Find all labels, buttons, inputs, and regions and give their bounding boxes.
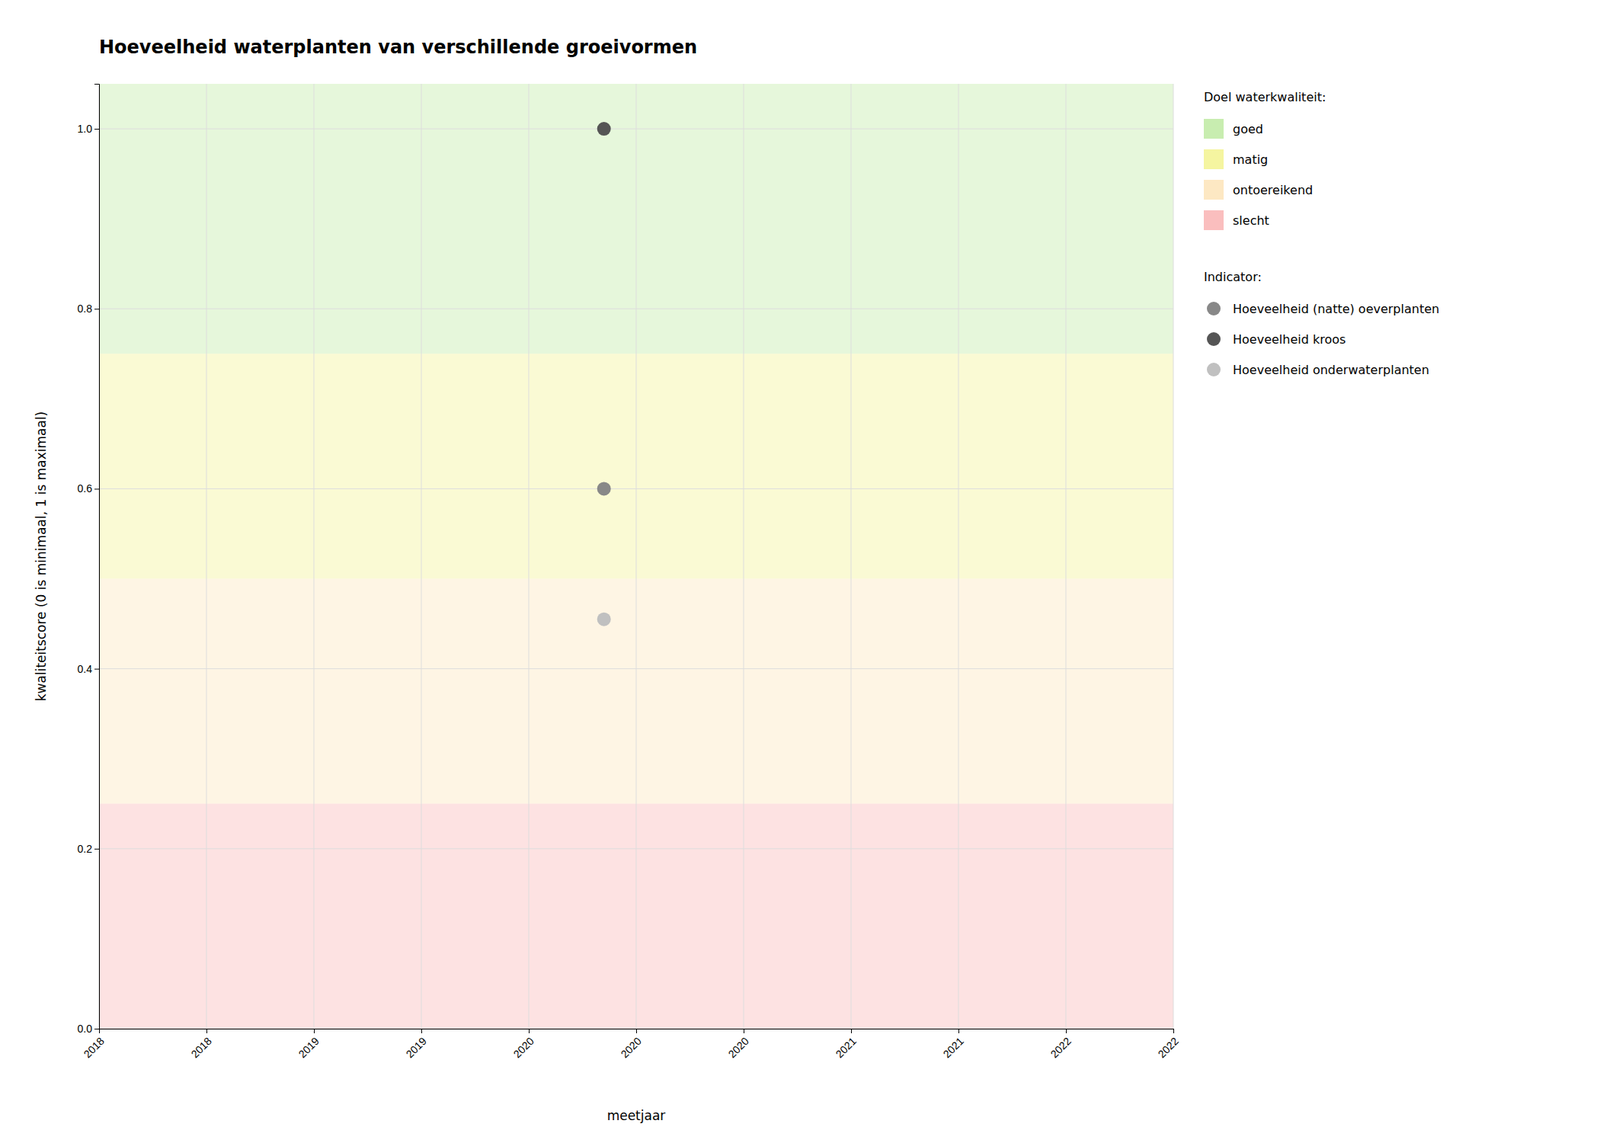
legend-swatch: [1203, 149, 1224, 170]
x-tick-mark: [1065, 1028, 1067, 1034]
x-axis-title: meetjaar: [607, 1107, 666, 1124]
x-tick: 2019: [403, 1028, 429, 1060]
x-tick-mark: [206, 1028, 208, 1034]
grid-line-y: [99, 128, 1174, 130]
chart-container: 2018 2018 2019 2019 2020 2020 2020 2021 2021 2022…: [0, 0, 1600, 1143]
y-tick-mark: [94, 1028, 100, 1030]
grid-line-y: [99, 848, 1174, 849]
y-tick-label: 0.2: [77, 842, 93, 855]
x-tick: 2018: [188, 1028, 215, 1060]
x-tick-label: 2020: [618, 1034, 644, 1060]
bands: [99, 83, 1174, 1029]
grid-line-x: [958, 83, 960, 1029]
x-tick-label: 2021: [833, 1034, 859, 1060]
y-axis-line: [94, 84, 100, 1030]
x-tick-label: 2020: [726, 1034, 752, 1060]
y-tick: 0.8: [77, 302, 100, 315]
grid-line-y: [99, 308, 1174, 310]
legend-marker: [1206, 332, 1221, 346]
y-axis: 0.0 0.2 0.4 0.6 0.8 1.0: [77, 84, 100, 1035]
grid-line-x: [851, 83, 852, 1029]
legend-marker: [1206, 362, 1221, 377]
y-tick: 0.0: [77, 1022, 100, 1035]
x-axis-line: [99, 1029, 1175, 1034]
x-tick: 2020: [511, 1028, 537, 1060]
x-tick-label: 2022: [1155, 1034, 1181, 1060]
grid-line-y: [99, 668, 1174, 669]
legend-label: Hoeveelheid kroos: [1232, 332, 1346, 347]
y-axis-title: kwaliteitscore (0 is minimaal, 1 is maxi…: [33, 411, 49, 701]
x-tick-mark: [313, 1028, 315, 1034]
legend-label: matig: [1232, 152, 1268, 167]
y-tick: 0.4: [77, 662, 100, 676]
grid-line-x: [1173, 83, 1175, 1029]
y-tick: 0.2: [77, 842, 100, 855]
legend-title: Doel waterkwaliteit:: [1203, 89, 1326, 105]
grid-line-y: [99, 488, 1174, 490]
legend-label: Hoeveelheid (natte) oeverplanten: [1232, 301, 1440, 317]
x-tick: 2022: [1048, 1028, 1074, 1060]
y-tick-mark: [94, 128, 100, 130]
x-tick-mark: [851, 1028, 852, 1034]
point: [597, 121, 612, 136]
x-tick-label: 2020: [511, 1034, 537, 1060]
x-tick-label: 2018: [81, 1034, 107, 1060]
grid-line-x: [421, 83, 423, 1029]
y-tick-label: 0.4: [77, 662, 93, 676]
x-tick: 2020: [618, 1028, 644, 1060]
x-tick-mark: [1173, 1028, 1175, 1034]
x-tick-mark: [421, 1028, 423, 1034]
x-tick-label: 2018: [188, 1034, 215, 1060]
x-tick-label: 2019: [403, 1034, 429, 1060]
x-tick-label: 2019: [296, 1034, 322, 1060]
grid-line-x: [206, 83, 208, 1029]
grid: [99, 83, 1174, 1029]
x-tick: 2021: [940, 1028, 967, 1060]
legend-label: ontoereikend: [1232, 182, 1313, 198]
legend-swatch: [1203, 179, 1224, 200]
legend-label: slecht: [1232, 213, 1270, 228]
y-tick-mark: [94, 848, 100, 850]
chart-svg: 2018 2018 2019 2019 2020 2020 2020 2021 2021 2022…: [0, 0, 1600, 1143]
y-tick-label: 0.0: [77, 1022, 93, 1035]
points: [597, 121, 612, 627]
y-tick-mark: [94, 668, 100, 670]
x-tick: 2020: [726, 1028, 752, 1060]
legend-swatch: [1203, 118, 1224, 139]
legend-marker: [1206, 301, 1221, 316]
x-tick-mark: [743, 1028, 745, 1034]
x-tick: 2022: [1155, 1028, 1181, 1060]
title: Hoeveelheid waterplanten van verschillen…: [99, 36, 698, 58]
grid-line-x: [636, 83, 637, 1029]
grid-line-x: [1065, 83, 1067, 1029]
legend-label: Hoeveelheid onderwaterplanten: [1232, 362, 1430, 378]
y-tick: 0.6: [77, 482, 100, 495]
x-tick-label: 2022: [1048, 1034, 1074, 1060]
grid-line-x: [313, 83, 315, 1029]
x-tick-mark: [958, 1028, 960, 1034]
legend-swatch: [1203, 210, 1224, 231]
y-tick-label: 1.0: [77, 122, 93, 135]
y-tick-label: 0.8: [77, 302, 93, 315]
x-tick: 2019: [296, 1028, 322, 1060]
legend-title: Indicator:: [1203, 269, 1262, 285]
grid-line-x: [528, 83, 530, 1029]
y-tick-mark: [94, 488, 100, 490]
x-tick-label: 2021: [940, 1034, 967, 1060]
y-tick: 1.0: [77, 122, 100, 135]
y-tick-mark: [94, 308, 100, 310]
point: [597, 612, 612, 627]
plot-area: 2018 2018 2019 2019 2020 2020 2020 2021 2021 2022…: [77, 83, 1182, 1060]
x-tick-mark: [636, 1028, 637, 1034]
grid-line-x: [743, 83, 745, 1029]
legend-label: goed: [1232, 121, 1264, 137]
point: [597, 481, 612, 496]
y-tick-label: 0.6: [77, 482, 93, 495]
x-axis: 2018 2018 2019 2019 2020 2020 2020 2021 2021 2022…: [81, 1028, 1181, 1060]
x-tick: 2021: [833, 1028, 859, 1060]
x-tick-mark: [528, 1028, 530, 1034]
legend: Doel waterkwaliteit: goed matig ontoereiken…: [1203, 89, 1440, 378]
